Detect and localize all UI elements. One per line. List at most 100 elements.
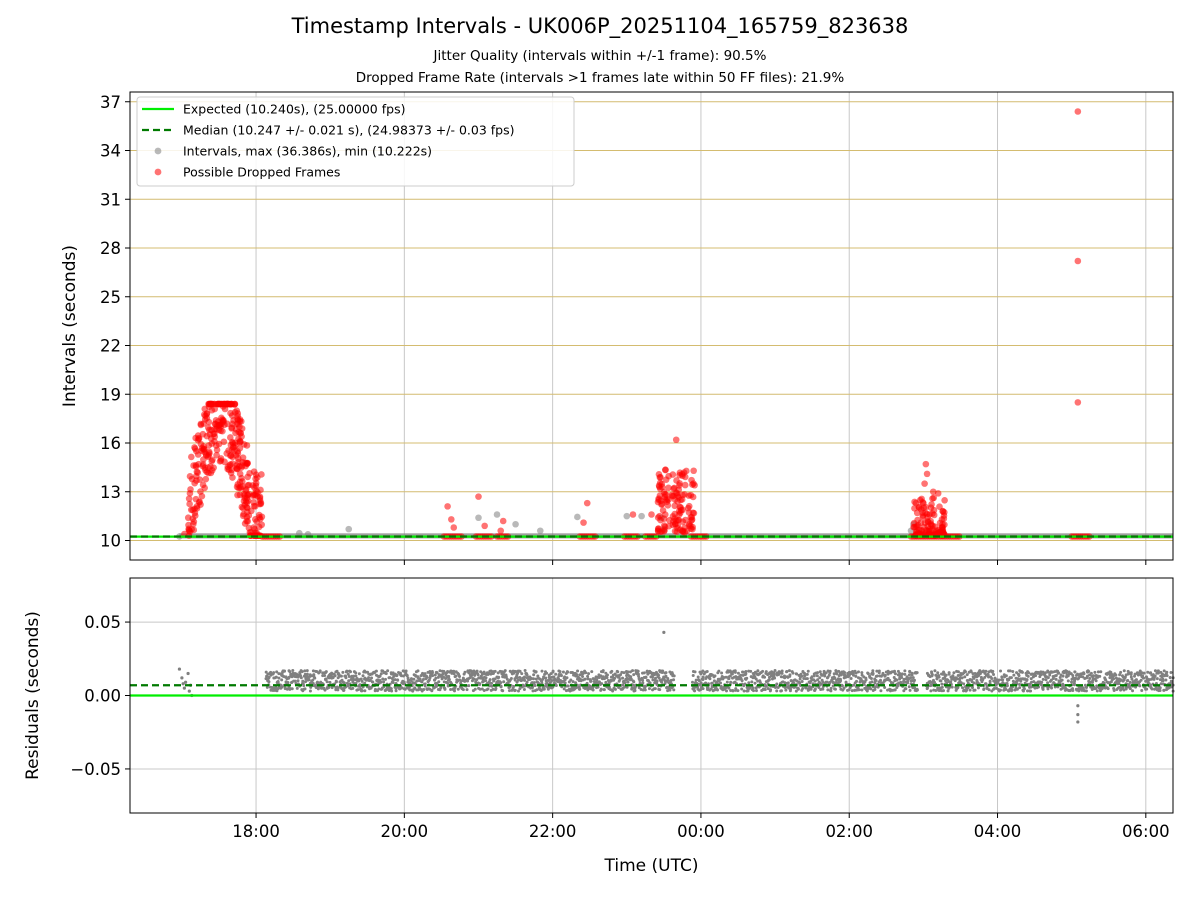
residual-point (443, 687, 447, 691)
residual-point (447, 678, 451, 682)
residual-point (416, 675, 420, 679)
residual-point (816, 678, 820, 682)
dropped-frame-point (672, 436, 680, 444)
residual-point (731, 689, 735, 693)
residual-point (658, 669, 662, 673)
residual-point (724, 675, 728, 679)
residual-point (658, 688, 662, 692)
residual-point (764, 670, 768, 674)
residual-point (743, 682, 747, 686)
interval-point (493, 511, 501, 518)
residual-point (488, 678, 492, 682)
residual-point (630, 686, 634, 690)
dropped-frame-point (239, 454, 247, 461)
residual-point (313, 676, 317, 680)
residual-point (1060, 678, 1064, 682)
residual-point (1057, 671, 1061, 675)
residual-point (516, 689, 520, 693)
residual-point (554, 683, 558, 687)
residual-point (363, 689, 367, 693)
dropped-frame-point (229, 474, 236, 481)
residual-point (272, 671, 276, 675)
residual-point (828, 671, 832, 675)
interval-point (536, 527, 544, 535)
residual-point (265, 685, 269, 689)
residuals-y-tick-label: −0.05 (70, 760, 121, 779)
residual-point (420, 680, 424, 684)
residual-point (636, 669, 640, 673)
dropped-frame-point (233, 465, 241, 473)
residual-point (741, 673, 745, 677)
residual-point (651, 678, 655, 682)
dropped-frame-point (191, 509, 199, 517)
residual-point (551, 685, 555, 689)
dropped-frame-point (192, 495, 200, 503)
residual-point (371, 680, 375, 684)
residual-point (496, 676, 500, 680)
residual-point (906, 679, 910, 683)
residual-point (406, 676, 410, 680)
residual-point (1108, 676, 1112, 680)
residual-point (501, 689, 505, 693)
residual-point (548, 681, 552, 685)
residual-point (584, 671, 588, 675)
residual-point (1159, 682, 1163, 686)
dropped-frame-point (677, 506, 685, 514)
residual-point (347, 679, 351, 683)
residual-point (581, 675, 585, 679)
residual-point (1084, 689, 1088, 693)
residual-point (900, 672, 904, 676)
residual-point (274, 685, 278, 689)
residual-point (1026, 674, 1030, 678)
residual-point (1061, 674, 1065, 678)
residual-point (1011, 679, 1015, 683)
residual-point (602, 688, 606, 692)
residual-point (522, 675, 526, 679)
residual-point (641, 681, 645, 685)
residual-point (515, 676, 519, 680)
residual-point (961, 686, 965, 690)
dropped-frame-point (229, 460, 236, 468)
dropped-frame-point (934, 490, 942, 497)
residual-point (389, 687, 393, 691)
residual-point (661, 669, 665, 673)
dropped-frame-point (583, 499, 591, 507)
residual-point (472, 677, 476, 681)
residual-point (633, 689, 637, 693)
dropped-frame-point (205, 469, 212, 477)
residual-point (398, 687, 402, 691)
x-axis-label: Time (UTC) (604, 856, 699, 876)
residual-point (384, 677, 388, 681)
residual-point (1011, 670, 1015, 674)
residual-point (466, 679, 470, 683)
residual-point (1094, 679, 1098, 683)
residual-point (1167, 686, 1171, 690)
interval-point (638, 512, 645, 520)
intervals-x-ticks (255, 560, 1147, 565)
residual-point (274, 675, 278, 679)
residual-point (359, 677, 363, 681)
residual-point (727, 677, 731, 681)
dropped-frame-point (448, 516, 455, 523)
dropped-frame-point (1074, 257, 1082, 265)
residual-point (563, 681, 567, 685)
residual-point (622, 671, 626, 675)
dropped-frame-point (918, 527, 926, 534)
residual-point (1153, 669, 1157, 673)
residual-point (509, 677, 513, 681)
residual-point (412, 677, 416, 681)
residual-point (499, 685, 503, 689)
residual-point (1050, 670, 1054, 674)
residual-point (944, 673, 948, 677)
residual-point (810, 675, 814, 679)
residual-point (1041, 677, 1045, 681)
residual-point (333, 674, 337, 678)
residual-point (346, 672, 350, 676)
residual-point (945, 678, 949, 682)
dropped-frame-point (231, 408, 239, 416)
residual-point (457, 674, 461, 678)
residual-point (902, 689, 906, 693)
residual-point (575, 686, 579, 690)
residual-point (745, 676, 749, 680)
residual-point (469, 669, 473, 673)
